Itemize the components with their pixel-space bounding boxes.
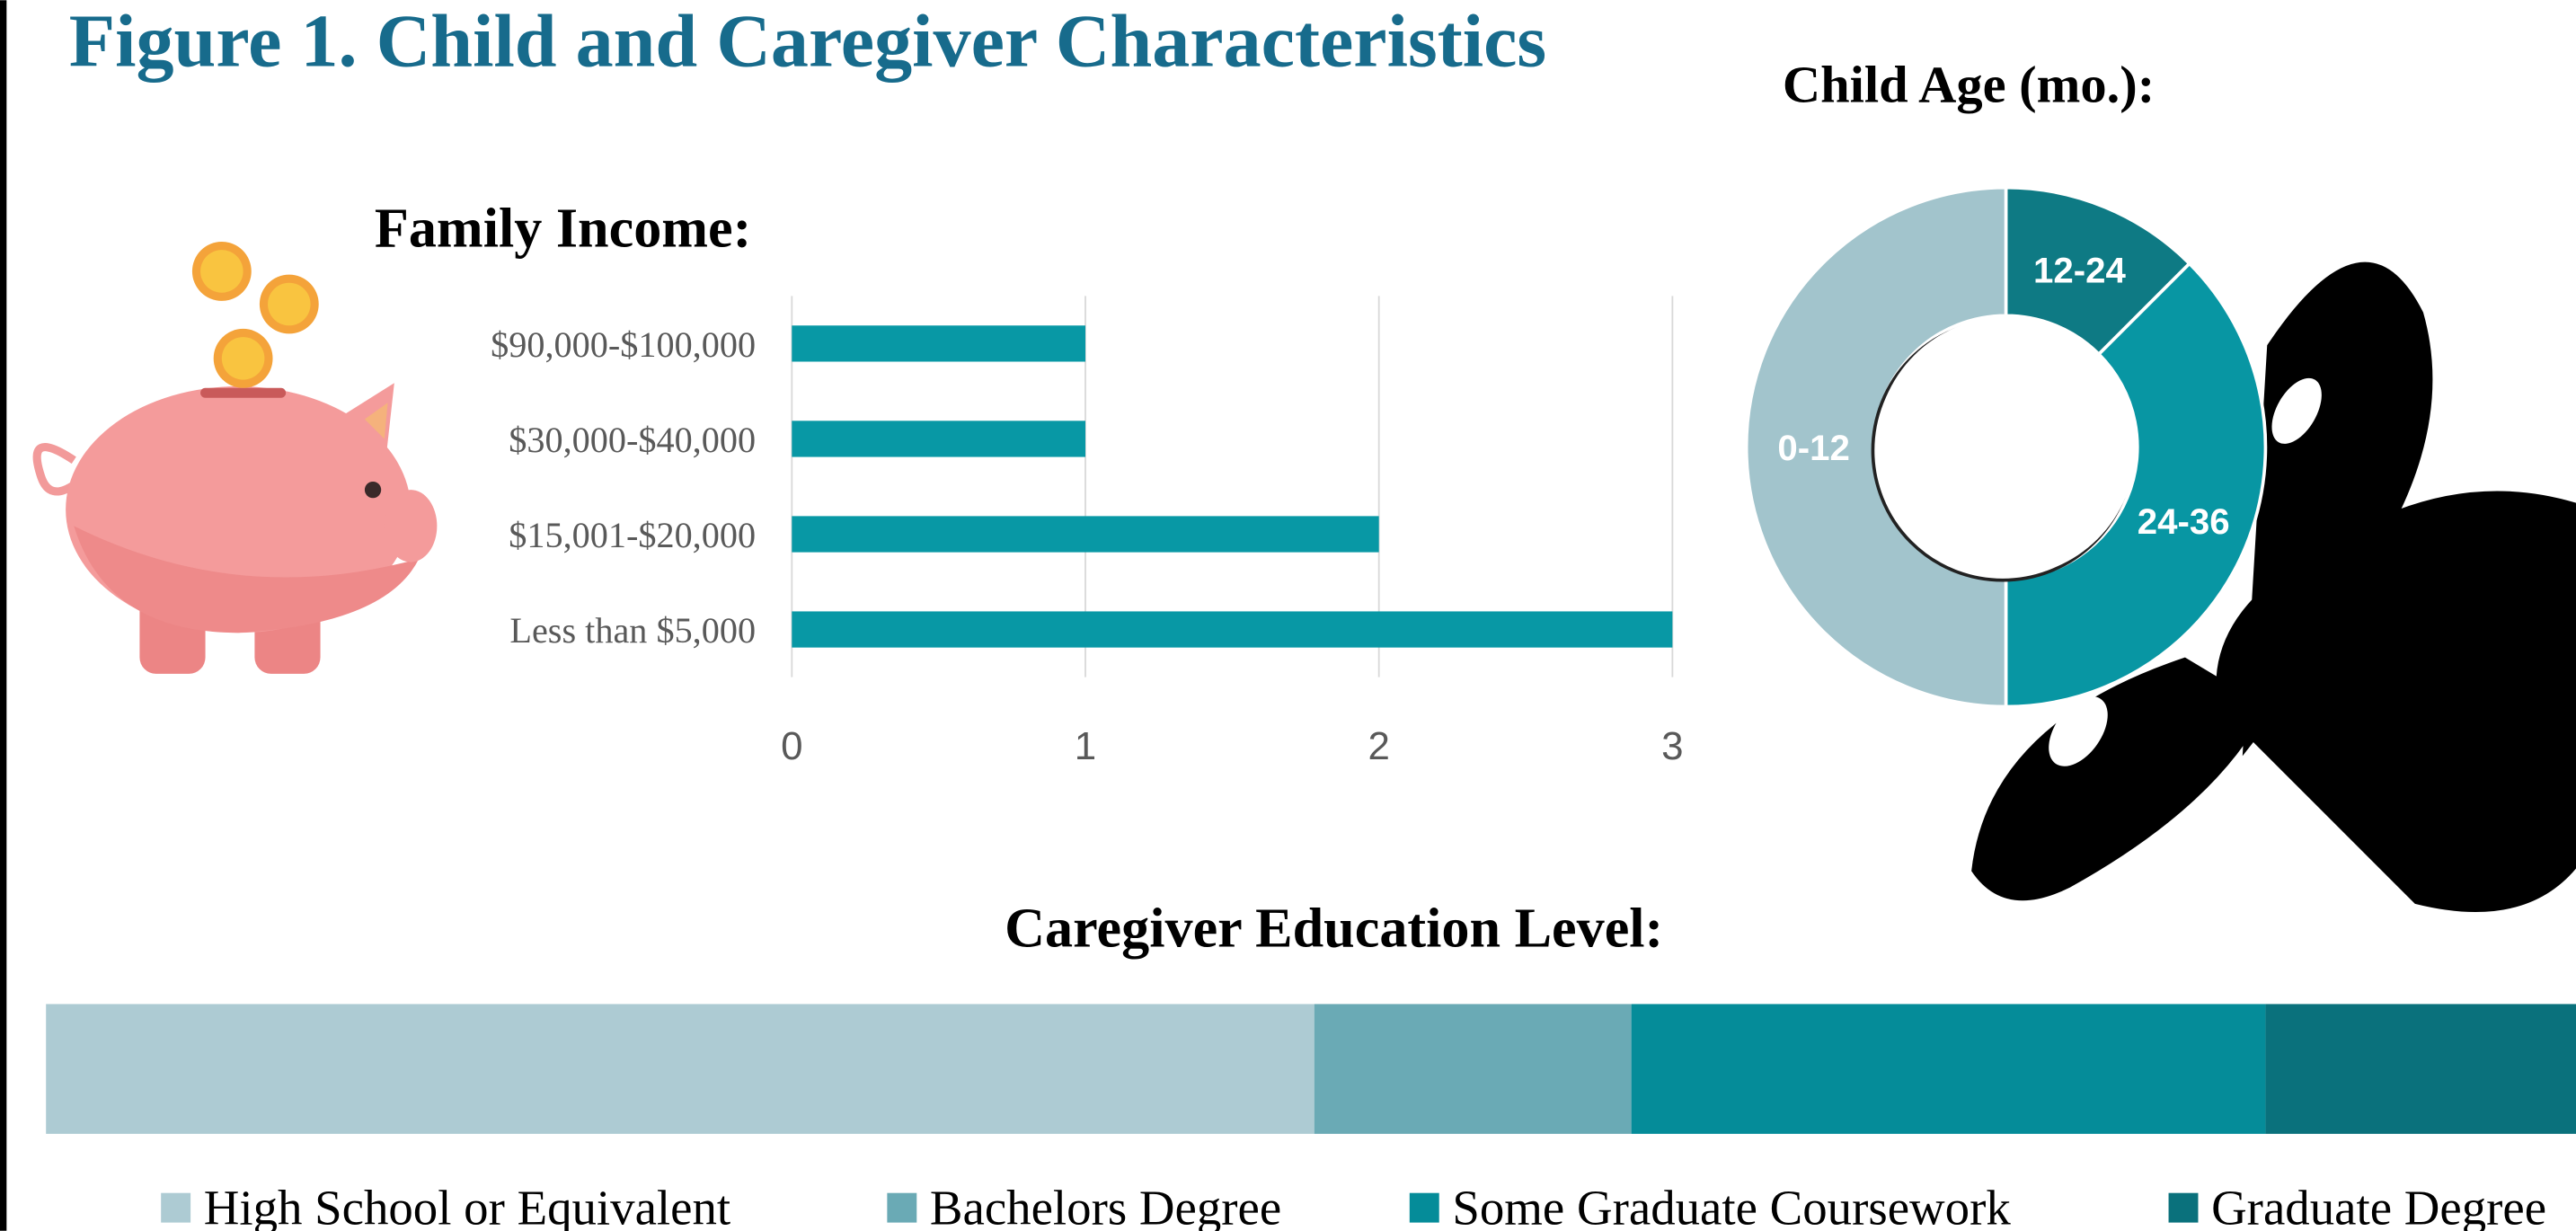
legend-label: Bachelors Degree <box>930 1180 1281 1231</box>
slice-label: 12-24 <box>2033 251 2126 291</box>
piggy-bank-icon <box>37 242 437 674</box>
bar <box>792 611 1672 647</box>
chart-title: Family Income: <box>375 199 751 260</box>
bar <box>792 516 1378 552</box>
slice-label: 24-36 <box>2138 501 2230 542</box>
figure-title: Figure 1. Child and Caregiver Characteri… <box>69 0 1546 83</box>
x-tick-label: 1 <box>1075 724 1096 768</box>
x-tick-label: 3 <box>1661 724 1683 768</box>
chart-title: Child Age (mo.): <box>1783 56 2155 114</box>
chart-title: Caregiver Education Level: <box>1005 898 1663 959</box>
bar <box>792 325 1085 361</box>
slice-label: 0-12 <box>1777 428 1849 468</box>
legend-label: High School or Equivalent <box>204 1180 730 1231</box>
legend-swatch <box>1410 1193 1439 1223</box>
x-tick-label: 0 <box>781 724 802 768</box>
y-tick-label: $15,001-$20,000 <box>509 515 756 555</box>
bar <box>792 421 1085 456</box>
bar-segment <box>1632 1004 2266 1133</box>
bar-segment <box>1315 1004 1632 1133</box>
legend-swatch <box>161 1193 190 1223</box>
legend-swatch <box>887 1193 916 1223</box>
x-tick-label: 2 <box>1368 724 1389 768</box>
page: Figure 1. Child and Caregiver Characteri… <box>0 0 2576 1231</box>
charts: Family Income: 0 1 2 3 $90,000-$100,000 $30,00… <box>46 56 2576 1231</box>
y-tick-label: $90,000-$100,000 <box>491 324 756 365</box>
bar-segment <box>2265 1004 2576 1133</box>
y-tick-label: Less than $5,000 <box>509 610 756 651</box>
legend-swatch <box>2169 1193 2199 1223</box>
legend-label: Some Graduate Coursework <box>1452 1180 2011 1231</box>
left-border <box>0 0 6 1231</box>
bar-segment <box>46 1004 1315 1133</box>
y-tick-label: $30,000-$40,000 <box>509 420 756 460</box>
donut-hole <box>1876 317 2136 577</box>
legend-label: Graduate Degree <box>2211 1180 2546 1231</box>
figure: Figure 1. Child and Caregiver Characteri… <box>0 0 2576 1231</box>
